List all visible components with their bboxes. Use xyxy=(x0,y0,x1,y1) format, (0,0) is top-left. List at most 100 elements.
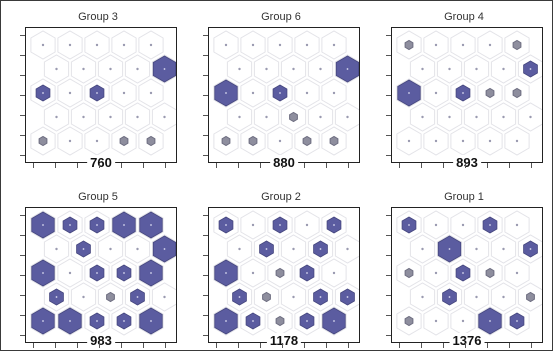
hex-cell-outline xyxy=(436,54,463,84)
hexbin-svg xyxy=(30,30,176,156)
y-axis-tick xyxy=(203,295,208,296)
empty-bin-dot xyxy=(461,223,465,227)
y-axis-tick xyxy=(20,55,25,56)
hex-cell-outline xyxy=(30,210,56,240)
empty-bin-dot xyxy=(461,43,465,47)
hex-bin-center xyxy=(306,272,308,274)
empty-bin-dot xyxy=(238,67,241,71)
x-axis-tick xyxy=(304,343,305,348)
empty-bin-dot xyxy=(95,139,99,143)
empty-bin-dot xyxy=(251,223,255,227)
x-axis-tick xyxy=(143,163,144,168)
hex-cell-outline xyxy=(321,78,347,108)
hex-cell-outline xyxy=(463,234,490,264)
hex-cell-outline xyxy=(477,258,503,288)
panel-title: Group 3 xyxy=(78,11,118,23)
empty-bin-dot xyxy=(109,67,112,71)
empty-bin-dot xyxy=(82,115,85,119)
hex-cell-outline xyxy=(57,210,83,240)
y-axis-tick xyxy=(203,275,208,276)
empty-bin-dot xyxy=(461,319,465,323)
plot-area xyxy=(391,207,543,343)
hex-cell-outline xyxy=(321,210,347,240)
empty-bin-dot xyxy=(68,91,72,95)
hex-cell-outline xyxy=(436,102,463,132)
hex-cell-outline xyxy=(321,30,347,60)
hex-bin-center xyxy=(489,320,491,322)
hex-cell-outline xyxy=(504,126,530,156)
hex-cell-outline xyxy=(111,306,137,336)
hex-cell-outline xyxy=(213,258,239,288)
empty-bin-dot xyxy=(502,115,505,119)
hex-cell-outline xyxy=(396,306,422,336)
hex-cell-outline xyxy=(213,126,239,156)
x-axis-tick xyxy=(326,343,327,348)
hex-cell-outline xyxy=(396,258,422,288)
empty-bin-dot xyxy=(238,247,241,251)
hex-bin-small xyxy=(329,135,339,147)
hex-bin-center xyxy=(123,224,125,226)
empty-bin-dot xyxy=(68,139,72,143)
hex-cell-outline xyxy=(70,282,97,312)
hex-cell-outline xyxy=(334,102,359,132)
empty-bin-dot xyxy=(163,115,166,119)
y-axis-tick xyxy=(386,215,391,216)
hex-cell-outline xyxy=(138,210,164,240)
hex-cell-outline xyxy=(138,306,164,336)
hex-bin-small xyxy=(404,315,414,327)
empty-bin-dot xyxy=(136,115,139,119)
hex-cell-outline xyxy=(111,258,137,288)
empty-bin-dot xyxy=(332,271,336,275)
hex-bin-center xyxy=(42,224,44,226)
hex-cell-outline xyxy=(226,234,253,264)
hex-cell-outline xyxy=(423,210,449,240)
empty-bin-dot xyxy=(55,247,58,251)
hex-bin-small xyxy=(262,291,271,303)
x-axis-tick xyxy=(33,343,34,348)
panel-title: Group 1 xyxy=(444,191,484,203)
hex-cell-outline xyxy=(124,234,151,264)
hex-bin-center xyxy=(96,92,98,94)
x-axis-tick xyxy=(238,343,239,348)
hex-cell-outline xyxy=(423,306,449,336)
empty-bin-dot xyxy=(122,43,126,47)
hex-cell-outline xyxy=(396,30,422,60)
empty-bin-dot xyxy=(163,295,166,299)
hex-cell-outline xyxy=(409,234,436,264)
hex-bin-center xyxy=(123,272,125,274)
hex-cell-outline xyxy=(280,54,307,84)
hex-bin-center xyxy=(265,248,268,250)
hex-cell-outline xyxy=(226,102,253,132)
hex-cell-outline xyxy=(30,126,56,156)
x-axis-tick xyxy=(121,163,122,168)
hex-bin-small xyxy=(119,135,129,147)
empty-bin-dot xyxy=(55,115,58,119)
hex-cell-outline xyxy=(111,30,137,60)
hex-bin-center xyxy=(225,320,227,322)
y-axis-tick xyxy=(20,75,25,76)
panel-group-4: Group 4 893 xyxy=(379,11,549,170)
hex-cell-outline xyxy=(138,126,164,156)
empty-bin-dot xyxy=(502,295,505,299)
empty-bin-dot xyxy=(529,115,532,119)
empty-bin-dot xyxy=(515,223,519,227)
empty-bin-dot xyxy=(421,295,424,299)
y-axis-tick xyxy=(203,235,208,236)
hex-cell-outline xyxy=(151,102,176,132)
empty-bin-dot xyxy=(515,139,519,143)
hex-cell-outline xyxy=(124,102,151,132)
hex-cell-outline xyxy=(213,30,239,60)
hex-cell-outline xyxy=(43,102,70,132)
hex-cell-outline xyxy=(517,234,542,264)
y-axis-tick xyxy=(203,155,208,156)
hex-bin-center xyxy=(462,92,464,94)
x-axis-tick xyxy=(348,343,349,348)
hex-cell-outline xyxy=(240,126,266,156)
hex-bin-small xyxy=(485,267,495,279)
y-axis-tick xyxy=(386,235,391,236)
hex-cell-outline xyxy=(436,234,463,264)
hex-bin-center xyxy=(42,92,44,94)
x-axis-tick xyxy=(421,343,422,348)
empty-bin-dot xyxy=(82,295,85,299)
hex-cell-outline xyxy=(267,78,293,108)
